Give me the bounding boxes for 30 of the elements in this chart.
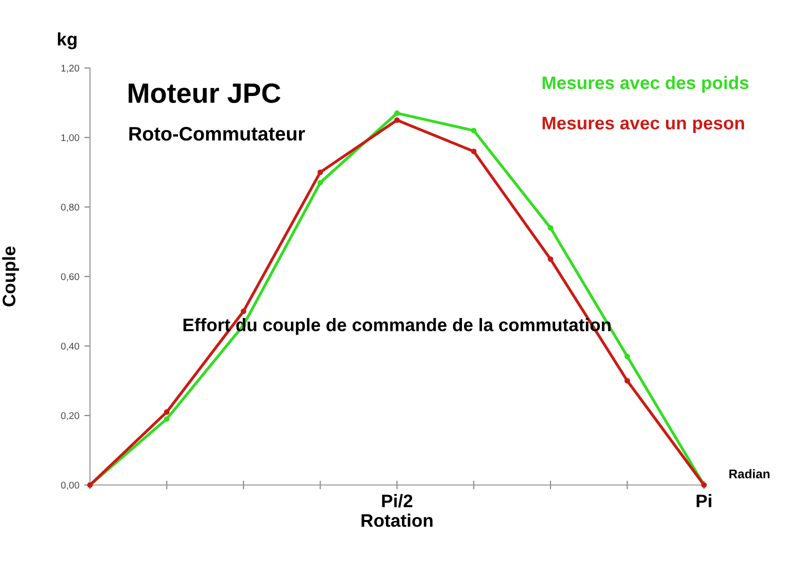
point xyxy=(470,128,477,134)
y-tick-label: 0,60 xyxy=(61,273,80,282)
text: Roto-Commutateur xyxy=(129,126,305,141)
point xyxy=(470,148,477,154)
x-tick-label: Pi xyxy=(696,494,712,508)
point xyxy=(548,225,554,231)
text: Mesures avec un peson xyxy=(542,116,744,134)
y-tick-label: 0,40 xyxy=(61,342,80,351)
text: Mesures avec des poids xyxy=(542,76,748,93)
x-axis-title: Rotation xyxy=(362,514,432,527)
x-tick-label: Pi/2 xyxy=(382,494,412,508)
point xyxy=(317,169,324,176)
y-tick-label: 0,80 xyxy=(61,204,80,212)
point xyxy=(317,180,324,186)
y-tick-label: 1,00 xyxy=(61,134,80,142)
point xyxy=(624,354,630,360)
point xyxy=(548,256,554,262)
point xyxy=(240,308,246,314)
y-tick-label: 0,20 xyxy=(61,412,80,420)
point xyxy=(164,409,170,415)
point xyxy=(394,117,400,123)
chart-title: Moteur JPC xyxy=(128,83,280,103)
point xyxy=(164,416,170,422)
point xyxy=(394,110,400,116)
y-axis-title: Couple xyxy=(2,246,19,306)
text: Radian xyxy=(729,469,770,478)
y-tick-label: 1,20 xyxy=(61,64,80,73)
text: kg xyxy=(58,32,77,50)
point xyxy=(624,378,630,384)
y-tick-label: 0,00 xyxy=(61,482,80,490)
